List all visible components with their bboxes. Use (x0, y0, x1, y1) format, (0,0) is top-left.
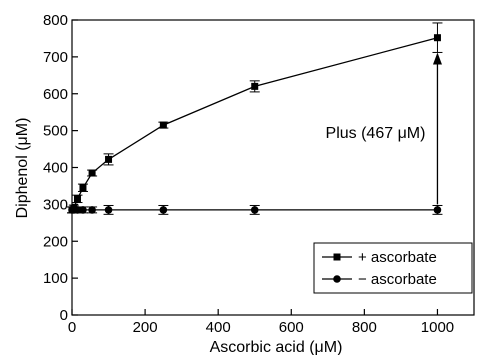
data-point (250, 206, 259, 214)
y-tick-label: 600 (43, 86, 68, 103)
data-point (433, 206, 442, 214)
legend-entry: − ascorbate (322, 271, 437, 288)
y-tick-label: 400 (43, 160, 68, 177)
y-tick-label: 500 (43, 123, 68, 140)
legend-marker (333, 275, 341, 283)
y-tick-label: 0 (60, 307, 68, 324)
series-minus-ascorbate (67, 204, 443, 215)
legend-marker (333, 253, 341, 261)
data-point (159, 206, 168, 214)
y-tick-label: 700 (43, 49, 68, 66)
x-tick-label: 800 (352, 319, 377, 336)
legend-box (313, 242, 473, 294)
data-point (433, 34, 441, 42)
y-axis-title: Diphenol (μM) (14, 118, 31, 219)
y-tick-label: 200 (43, 233, 68, 250)
annotation-layer: Plus (467 μM) (326, 52, 442, 205)
data-point (88, 206, 96, 214)
legend-label: + ascorbate (358, 249, 437, 266)
legend-entry: + ascorbate (322, 249, 437, 266)
data-point (159, 121, 167, 129)
data-point (73, 195, 81, 203)
data-point (105, 155, 113, 163)
data-point (73, 206, 82, 214)
series-layer (67, 22, 443, 215)
data-point (251, 82, 259, 90)
annotation-label: Plus (467 μM) (326, 125, 426, 142)
legend-label: − ascorbate (358, 271, 437, 288)
y-tick-label: 100 (43, 270, 68, 287)
x-tick-label: 600 (279, 319, 304, 336)
series-line (71, 37, 438, 211)
x-tick-label: 0 (68, 319, 76, 336)
legend: + ascorbate − ascorbate (313, 242, 473, 294)
data-point (79, 206, 87, 214)
x-axis-title: Ascorbic acid (μM) (210, 339, 343, 355)
x-tick-label: 400 (206, 319, 231, 336)
series-plus-ascorbate (67, 22, 443, 214)
data-point (104, 206, 113, 214)
y-tick-label: 800 (43, 12, 68, 29)
axes: 0 200 400 600 800 1000 0 100 200 300 400 500 600 700 8… (43, 12, 475, 336)
annotation-arrowhead (432, 52, 442, 65)
data-point (88, 169, 96, 177)
y-tick-label: 300 (43, 196, 68, 213)
x-tick-label: 200 (133, 319, 158, 336)
x-tick-label: 1000 (421, 319, 454, 336)
data-point (79, 184, 87, 192)
